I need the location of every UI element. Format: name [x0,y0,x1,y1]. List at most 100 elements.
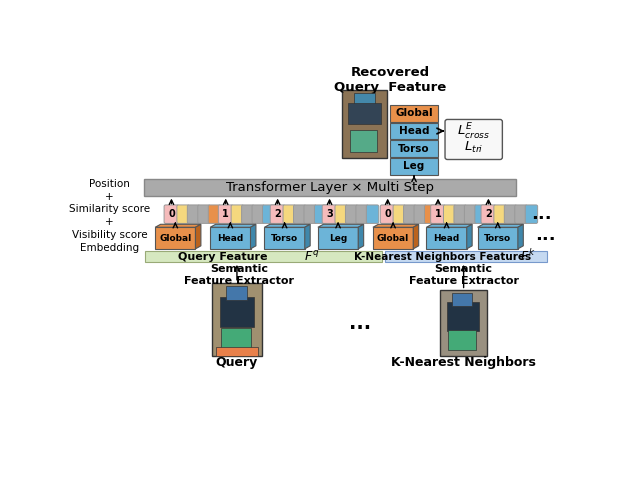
FancyBboxPatch shape [221,328,250,349]
Polygon shape [264,224,310,227]
Polygon shape [426,224,472,227]
FancyBboxPatch shape [426,227,467,249]
FancyBboxPatch shape [390,105,438,122]
Text: ...: ... [532,205,552,223]
FancyBboxPatch shape [431,205,445,223]
FancyBboxPatch shape [504,205,516,223]
FancyBboxPatch shape [314,205,327,223]
FancyBboxPatch shape [198,205,210,223]
FancyBboxPatch shape [216,346,259,356]
FancyBboxPatch shape [318,227,358,249]
FancyBboxPatch shape [385,251,547,262]
Polygon shape [318,224,364,227]
Polygon shape [305,224,310,249]
Text: K-Nearest Neighbors Features: K-Nearest Neighbors Features [354,251,531,261]
Polygon shape [467,224,472,249]
Polygon shape [250,224,256,249]
Text: Global: Global [396,108,433,118]
Text: $L_{tri}$: $L_{tri}$ [464,140,483,155]
Text: 3: 3 [326,209,333,219]
FancyBboxPatch shape [270,205,285,223]
FancyBboxPatch shape [346,205,358,223]
Text: ...: ... [349,314,372,333]
Text: Head: Head [433,234,460,243]
FancyBboxPatch shape [304,205,316,223]
Polygon shape [358,224,364,249]
FancyBboxPatch shape [454,205,467,223]
Polygon shape [210,224,256,227]
Text: 1: 1 [222,209,229,219]
Text: Semantic
Feature Extractor: Semantic Feature Extractor [408,264,518,286]
Text: Global: Global [159,234,191,243]
FancyBboxPatch shape [404,205,416,223]
FancyBboxPatch shape [390,140,438,157]
FancyBboxPatch shape [252,205,264,223]
FancyBboxPatch shape [477,227,518,249]
FancyBboxPatch shape [342,90,387,158]
Text: ...: ... [534,226,556,244]
Text: Query: Query [216,355,258,368]
FancyBboxPatch shape [226,286,248,299]
Text: $L^E_{cross}$: $L^E_{cross}$ [457,122,490,142]
FancyBboxPatch shape [414,205,426,223]
Text: $\mathit{F}^q$: $\mathit{F}^q$ [304,249,319,263]
Text: 0: 0 [384,209,391,219]
FancyBboxPatch shape [481,205,496,223]
FancyBboxPatch shape [494,205,506,223]
Text: $\mathit{F}^k$: $\mathit{F}^k$ [520,248,536,264]
FancyBboxPatch shape [208,205,221,223]
FancyBboxPatch shape [241,205,254,223]
FancyBboxPatch shape [262,205,275,223]
Text: Torso: Torso [398,144,430,154]
FancyBboxPatch shape [445,119,502,159]
FancyBboxPatch shape [475,205,487,223]
FancyBboxPatch shape [366,205,379,223]
Polygon shape [477,224,524,227]
Polygon shape [155,224,201,227]
FancyBboxPatch shape [465,205,477,223]
FancyBboxPatch shape [444,205,456,223]
FancyBboxPatch shape [335,205,348,223]
FancyBboxPatch shape [373,227,413,249]
Text: Semantic
Feature Extractor: Semantic Feature Extractor [184,264,294,286]
Text: 2: 2 [275,209,281,219]
Polygon shape [195,224,201,249]
Text: 0: 0 [168,209,175,219]
FancyBboxPatch shape [220,297,254,327]
FancyBboxPatch shape [452,294,472,306]
FancyBboxPatch shape [231,205,244,223]
Polygon shape [413,224,419,249]
FancyBboxPatch shape [188,205,200,223]
Text: 1: 1 [435,209,442,219]
FancyBboxPatch shape [393,205,406,223]
FancyBboxPatch shape [447,302,479,331]
FancyBboxPatch shape [164,205,179,223]
FancyBboxPatch shape [143,179,516,196]
Text: Head: Head [217,234,243,243]
FancyBboxPatch shape [356,205,368,223]
Text: K-Nearest Neighbors: K-Nearest Neighbors [391,355,536,368]
FancyBboxPatch shape [380,205,395,223]
FancyBboxPatch shape [448,331,476,349]
FancyBboxPatch shape [424,205,437,223]
FancyBboxPatch shape [212,283,262,356]
Text: Torso: Torso [271,234,298,243]
Polygon shape [518,224,524,249]
Text: Global: Global [377,234,409,243]
Text: Position
+
Similarity score
+
Visibility score
Embedding: Position + Similarity score + Visibility… [69,179,150,253]
FancyBboxPatch shape [218,205,233,223]
FancyBboxPatch shape [349,130,377,152]
FancyBboxPatch shape [353,93,375,107]
FancyBboxPatch shape [440,291,487,356]
Polygon shape [373,224,419,227]
FancyBboxPatch shape [525,205,538,223]
Text: Leg: Leg [403,161,425,171]
FancyBboxPatch shape [390,123,438,140]
FancyBboxPatch shape [145,251,382,262]
FancyBboxPatch shape [155,227,195,249]
FancyBboxPatch shape [515,205,527,223]
FancyBboxPatch shape [322,205,337,223]
Text: Head: Head [399,126,429,136]
Text: Recovered
Query  Feature: Recovered Query Feature [334,65,446,94]
Text: Query Feature: Query Feature [178,251,268,261]
